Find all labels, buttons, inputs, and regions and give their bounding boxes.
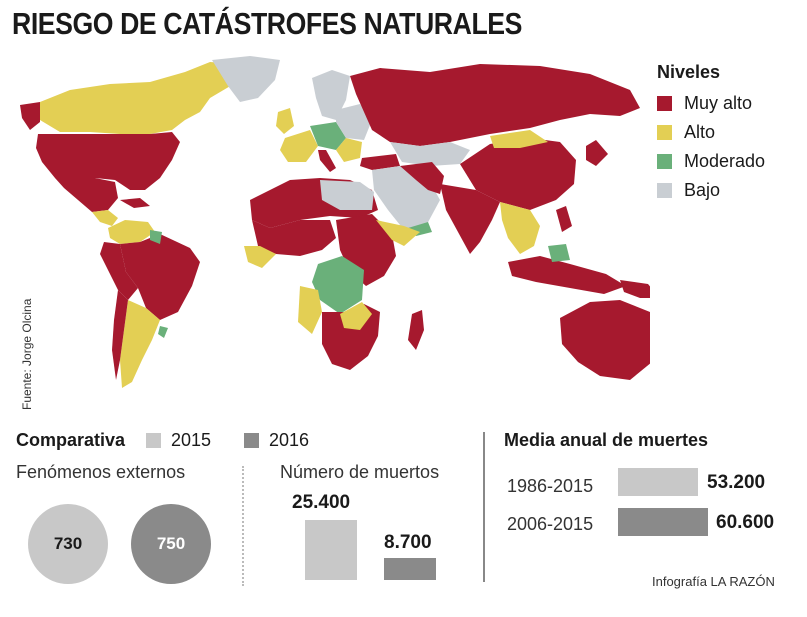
- region-russia[interactable]: [350, 64, 640, 146]
- region-papua[interactable]: [620, 280, 650, 298]
- region-horn-africa[interactable]: [376, 220, 420, 246]
- region-congo[interactable]: [312, 256, 364, 314]
- legend-item-muy-alto: Muy alto: [657, 89, 765, 118]
- region-indonesia[interactable]: [508, 256, 626, 294]
- circle-2015: 730: [28, 504, 108, 584]
- region-uk[interactable]: [276, 108, 294, 134]
- region-caribbean[interactable]: [120, 198, 150, 208]
- region-andes[interactable]: [100, 242, 138, 300]
- region-korea-japan[interactable]: [586, 140, 608, 166]
- region-southeast-asia[interactable]: [500, 202, 540, 254]
- swatch-moderado: [657, 154, 672, 169]
- year-2016-label: 2016: [269, 430, 310, 450]
- region-libya-egypt[interactable]: [320, 180, 374, 210]
- muertos-2015-value: 25.400: [292, 492, 351, 513]
- infographic-credit: Infografía LA RAZÓN: [652, 574, 775, 589]
- region-usa[interactable]: [36, 132, 180, 190]
- region-central-europe[interactable]: [310, 122, 346, 150]
- region-madagascar[interactable]: [408, 310, 424, 350]
- region-canada[interactable]: [40, 62, 240, 134]
- region-mongolia[interactable]: [490, 130, 548, 148]
- swatch-2016: [244, 433, 259, 448]
- region-chile[interactable]: [112, 290, 128, 380]
- circle-2016: 750: [131, 504, 211, 584]
- dotted-divider: [242, 466, 244, 586]
- bar-media-1986: [618, 468, 698, 496]
- media-title: Media anual de muertes: [504, 430, 709, 450]
- legend-label: Alto: [684, 122, 716, 142]
- region-mexico[interactable]: [55, 178, 118, 212]
- region-brazil[interactable]: [120, 234, 200, 320]
- bar-muertos-2015: [305, 520, 357, 580]
- swatch-2015: [146, 433, 161, 448]
- region-east-europe[interactable]: [336, 104, 372, 140]
- section-divider: [483, 432, 485, 582]
- legend: Niveles Muy alto Alto Moderado Bajo: [657, 62, 765, 205]
- swatch-bajo: [657, 183, 672, 198]
- region-scandinavia[interactable]: [312, 70, 350, 120]
- muertos-2016-value: 8.700: [384, 532, 432, 553]
- region-greenland[interactable]: [212, 56, 280, 102]
- region-argentina[interactable]: [120, 300, 160, 388]
- legend-item-alto: Alto: [657, 118, 765, 147]
- world-risk-map: [20, 56, 650, 388]
- region-india-pakistan[interactable]: [440, 184, 500, 254]
- legend-label: Bajo: [684, 180, 721, 200]
- media-2006-value: 60.600: [716, 512, 775, 533]
- legend-label: Muy alto: [684, 93, 753, 113]
- fenomenos-2016-value: 750: [156, 534, 186, 553]
- media-1986-value: 53.200: [707, 472, 766, 493]
- fenomenos-label: Fenómenos externos: [16, 462, 186, 482]
- page-title: RIESGO DE CATÁSTROFES NATURALES: [12, 6, 523, 41]
- comparativa-title: Comparativa: [16, 430, 126, 450]
- region-alaska[interactable]: [20, 102, 40, 130]
- legend-2015: 2015: [146, 430, 211, 451]
- year-2015-label: 2015: [171, 430, 212, 450]
- legend-title: Niveles: [657, 62, 721, 82]
- region-philippines[interactable]: [556, 206, 572, 232]
- region-west-europe[interactable]: [280, 130, 318, 162]
- region-west-africa[interactable]: [252, 220, 336, 256]
- muertos-label: Número de muertos: [280, 462, 440, 482]
- legend-item-bajo: Bajo: [657, 176, 765, 205]
- region-turkey[interactable]: [360, 154, 400, 170]
- region-sahel[interactable]: [244, 246, 276, 268]
- region-angola[interactable]: [298, 286, 322, 334]
- fenomenos-2015-value: 730: [53, 534, 83, 553]
- region-australia[interactable]: [560, 300, 650, 380]
- swatch-alto: [657, 125, 672, 140]
- region-zambia[interactable]: [340, 302, 372, 330]
- region-borneo[interactable]: [548, 244, 570, 262]
- region-balkans[interactable]: [336, 138, 362, 162]
- region-kazakhstan[interactable]: [390, 142, 470, 166]
- region-central-america[interactable]: [92, 210, 118, 226]
- region-italy[interactable]: [318, 150, 336, 172]
- legend-2016: 2016: [244, 430, 309, 451]
- region-uruguay[interactable]: [158, 326, 168, 338]
- period-2: 2006-2015: [507, 514, 594, 534]
- bar-media-2006: [618, 508, 708, 536]
- source-credit: Fuente: Jorge Olcina: [20, 298, 34, 410]
- bar-muertos-2016: [384, 558, 436, 580]
- region-guyana[interactable]: [150, 230, 162, 244]
- region-china[interactable]: [460, 138, 576, 210]
- legend-label: Moderado: [684, 151, 766, 171]
- legend-item-moderado: Moderado: [657, 147, 765, 176]
- swatch-muy-alto: [657, 96, 672, 111]
- region-iran[interactable]: [400, 162, 444, 194]
- region-colombia-venezuela[interactable]: [108, 220, 155, 244]
- period-1: 1986-2015: [507, 476, 594, 496]
